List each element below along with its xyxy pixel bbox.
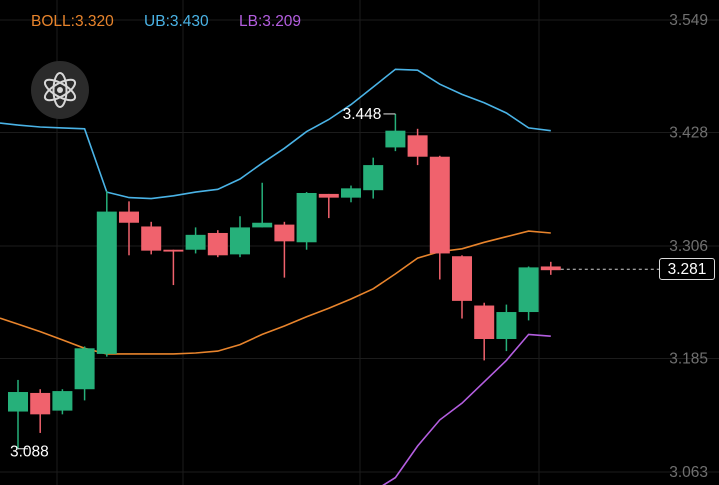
y-axis-tick-label: 3.063 (669, 464, 708, 481)
high-price-label: 3.448 (343, 106, 382, 123)
atom-icon (31, 61, 89, 119)
lower-band-line (382, 333, 551, 485)
lb-legend-label: LB:3.209 (239, 13, 302, 30)
candle-body (474, 305, 495, 340)
candle-body (30, 392, 51, 415)
candle-body (318, 193, 339, 198)
candle-body (74, 348, 95, 390)
candle-body (540, 266, 561, 271)
candle-body (341, 188, 361, 198)
y-axis-tick-label: 3.428 (669, 125, 708, 142)
low-price-label: 3.088 (10, 444, 49, 461)
candle-body (230, 227, 250, 255)
upper-band-line-start (0, 122, 19, 126)
y-axis-tick-label: 3.306 (669, 238, 708, 255)
candle-body (8, 392, 28, 412)
candle-body (363, 165, 384, 191)
candle-body (385, 130, 406, 148)
boll-legend-label: BOLL:3.320 (31, 13, 114, 30)
candle-body (141, 226, 162, 251)
candle-body (274, 224, 295, 242)
candle-body (452, 256, 472, 301)
candle-body (119, 211, 139, 223)
candle-body (252, 222, 273, 228)
candle-body (207, 232, 228, 256)
candle-body (496, 312, 517, 340)
candle-body (185, 234, 206, 250)
candle-body (163, 249, 184, 252)
candle-body (429, 156, 450, 254)
boll-mid-line-start (0, 317, 19, 325)
y-axis-tick-label: 3.549 (669, 12, 708, 29)
y-axis-tick-label: 3.185 (669, 351, 708, 368)
upper-band-line (17, 68, 551, 200)
current-price-label: 3.281 (659, 258, 715, 281)
candle-body (518, 267, 539, 313)
indicator-legend: BOLL:3.320 UB:3.430 LB:3.209 (31, 13, 327, 31)
candle-body (96, 211, 117, 354)
candle-body (296, 192, 317, 243)
candle-body (407, 135, 428, 157)
candle-body (52, 391, 73, 411)
ub-legend-label: UB:3.430 (144, 13, 209, 30)
